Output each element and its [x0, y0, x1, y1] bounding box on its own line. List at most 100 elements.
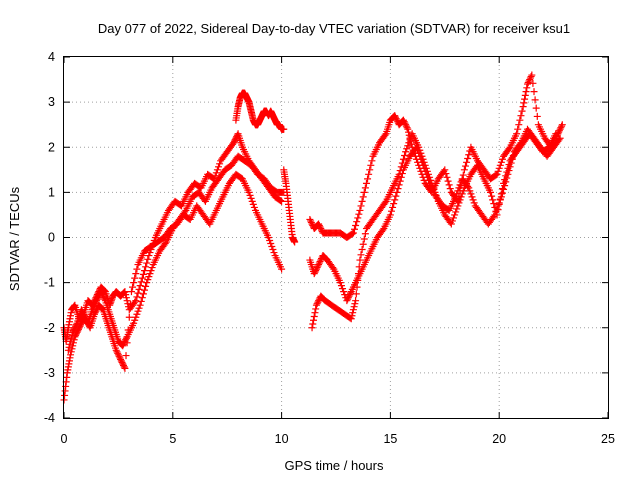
data-point [517, 112, 525, 120]
data-point [230, 139, 238, 147]
x-tick-label: 0 [61, 432, 68, 446]
data-point [352, 297, 360, 305]
data-point [134, 307, 142, 315]
data-point [267, 240, 275, 248]
data-point [401, 152, 409, 160]
data-point [505, 161, 513, 169]
data-point [423, 167, 431, 175]
data-point [307, 218, 315, 226]
data-point [453, 205, 461, 213]
data-point [515, 121, 523, 129]
y-tick-label: -2 [44, 321, 55, 335]
data-point [250, 203, 258, 211]
data-point [64, 346, 72, 354]
data-point [307, 217, 315, 225]
data-point [359, 193, 367, 201]
data-point [347, 289, 355, 297]
series-track-d [232, 89, 288, 133]
data-point [317, 224, 325, 232]
data-point [346, 291, 354, 299]
data-point [314, 298, 322, 306]
data-point [398, 159, 406, 167]
data-point [422, 164, 430, 172]
data-point [308, 324, 316, 332]
data-point [134, 289, 142, 297]
data-point [457, 193, 465, 201]
data-point [432, 191, 440, 199]
data-point [67, 334, 75, 342]
data-point [316, 258, 324, 266]
data-point [69, 327, 77, 335]
data-point [516, 116, 524, 124]
data-point [389, 203, 397, 211]
data-point [66, 340, 74, 348]
data-point [119, 360, 127, 368]
data-point [498, 155, 506, 163]
data-point [77, 306, 85, 314]
data-point [529, 79, 537, 87]
data-point [442, 170, 450, 178]
data-point [81, 313, 89, 321]
data-point [392, 115, 400, 123]
data-point [116, 354, 124, 362]
data-point [404, 125, 412, 133]
data-point [143, 279, 151, 287]
data-point [130, 319, 138, 327]
data-point [495, 200, 503, 208]
data-point [502, 172, 510, 180]
data-point [365, 170, 373, 178]
data-point [312, 301, 320, 309]
series-track-g [306, 125, 564, 305]
data-point [431, 188, 439, 196]
data-point [532, 104, 540, 112]
data-point [245, 188, 253, 196]
data-point [419, 155, 427, 163]
data-point [470, 199, 478, 207]
data-point [122, 291, 130, 299]
data-point [556, 125, 564, 133]
data-point [212, 169, 220, 177]
data-point [115, 352, 123, 360]
series-track-e [280, 166, 299, 246]
data-point [145, 252, 153, 260]
data-point [216, 160, 224, 168]
data-point [311, 268, 319, 276]
data-point [132, 313, 140, 321]
data-point [520, 99, 528, 107]
data-point [493, 170, 501, 178]
data-point [114, 349, 122, 357]
data-point [555, 136, 563, 144]
data-point [359, 240, 367, 248]
data-point [278, 265, 286, 273]
data-point [557, 124, 565, 132]
data-point [421, 161, 429, 169]
data-point [291, 238, 299, 246]
data-point [456, 196, 464, 204]
data-point [269, 246, 277, 254]
data-point [396, 167, 404, 175]
data-point [461, 162, 469, 170]
data-point [530, 88, 538, 96]
data-point [420, 158, 428, 166]
data-point [357, 202, 365, 210]
data-point [100, 294, 108, 302]
grid-layer [64, 57, 608, 418]
data-point [310, 316, 318, 324]
data-point [443, 173, 451, 181]
data-point [418, 152, 426, 160]
data-point [497, 158, 505, 166]
data-point [311, 309, 319, 317]
data-point [415, 143, 423, 151]
series-track-b [60, 152, 288, 404]
data-point [316, 223, 324, 231]
data-point [132, 270, 140, 278]
data-point [456, 181, 464, 189]
data-point [72, 322, 80, 330]
data-point [446, 185, 454, 193]
data-point [355, 210, 363, 218]
data-point [313, 264, 321, 272]
data-point [230, 137, 238, 145]
data-point [135, 304, 143, 312]
y-tick-label: -1 [44, 276, 55, 290]
data-point [364, 175, 372, 183]
